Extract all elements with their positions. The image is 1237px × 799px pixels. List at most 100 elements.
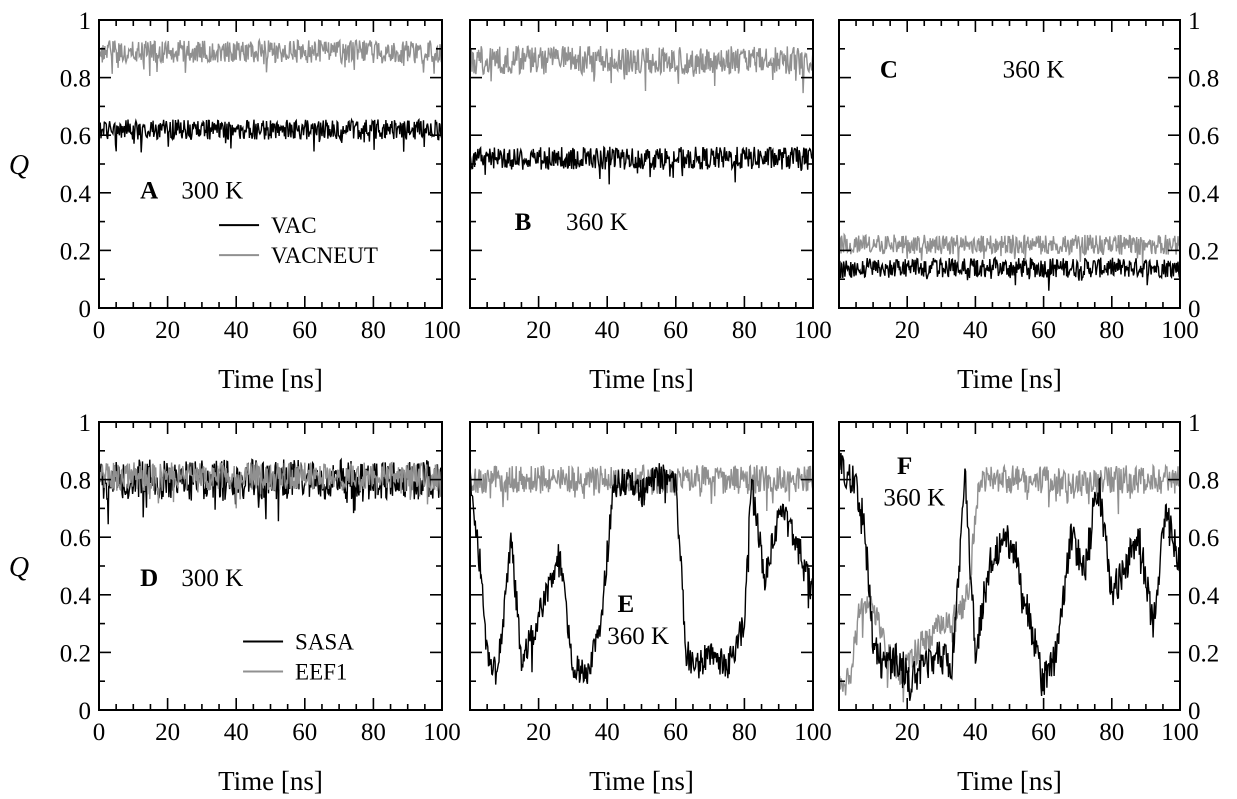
panel-b: 20 40 60 80 100 Time [ns] B 360 K <box>469 19 832 394</box>
y-tick-label: 0.4 <box>1188 181 1220 208</box>
x-tick-label: 40 <box>224 719 249 746</box>
x-axis-title: Time [ns] <box>218 766 323 796</box>
x-tick-label: 40 <box>224 317 249 344</box>
panel-temperature: 360 K <box>1003 57 1065 84</box>
x-tick-label: 0 <box>93 719 106 746</box>
x-tick-label: 100 <box>1161 317 1199 344</box>
y-tick-label: 0.8 <box>60 66 91 93</box>
x-tick-label: 100 <box>794 719 832 746</box>
x-tick-label: 80 <box>732 719 757 746</box>
series-line-1 <box>470 464 813 512</box>
x-axis-title: Time [ns] <box>957 766 1062 796</box>
panel-letter: C <box>880 57 898 84</box>
x-tick-label: 60 <box>663 317 688 344</box>
x-tick-label: 100 <box>423 719 461 746</box>
y-tick-label: 0.4 <box>1188 583 1220 610</box>
y-axis-title: Q <box>9 552 29 583</box>
x-tick-label: 60 <box>292 719 317 746</box>
x-tick-label: 0 <box>93 317 106 344</box>
panel-temperature: 360 K <box>607 623 669 650</box>
x-tick-label: 20 <box>155 719 180 746</box>
y-tick-label: 1 <box>79 8 92 35</box>
x-tick-label: 100 <box>794 317 832 344</box>
series-line-2 <box>470 463 813 685</box>
y-tick-label: 1 <box>79 410 92 437</box>
x-tick-label: 60 <box>292 317 317 344</box>
x-axis-title: Time [ns] <box>589 364 694 394</box>
x-tick-label: 100 <box>1161 719 1199 746</box>
x-axis-title: Time [ns] <box>957 364 1062 394</box>
y-tick-label: 0 <box>79 698 92 725</box>
y-tick-label: 0.6 <box>60 123 91 150</box>
y-tick-label: 0.2 <box>60 238 91 265</box>
legend-label: SASA <box>295 630 354 655</box>
x-tick-label: 20 <box>526 317 551 344</box>
x-axis-title: Time [ns] <box>218 364 323 394</box>
series-group <box>99 457 442 525</box>
x-tick-label: 100 <box>423 317 461 344</box>
series-line-vacneut <box>99 37 442 77</box>
legend-label: VAC <box>271 213 317 238</box>
x-tick-label: 20 <box>895 317 920 344</box>
series-group <box>470 44 813 185</box>
legend-label: VACNEUT <box>271 243 378 268</box>
panel-temperature: 300 K <box>181 565 243 592</box>
y-tick-label: 1 <box>1188 8 1201 35</box>
y-tick-label: 0.2 <box>60 640 91 667</box>
y-tick-label: 0.8 <box>60 468 91 495</box>
panel-temperature: 300 K <box>181 178 243 205</box>
y-tick-label: 0.2 <box>1188 238 1219 265</box>
y-tick-label: 1 <box>1188 410 1201 437</box>
series-line-1 <box>839 256 1180 291</box>
panel-letter: B <box>515 209 532 236</box>
y-tick-label: 0.6 <box>1188 525 1219 552</box>
y-tick-label: 0 <box>79 296 92 323</box>
x-tick-label: 60 <box>1031 317 1056 344</box>
x-axis-title: Time [ns] <box>589 766 694 796</box>
x-tick-label: 80 <box>361 719 386 746</box>
series-group <box>839 232 1180 291</box>
panel-letter: D <box>140 565 158 592</box>
x-tick-label: 40 <box>963 317 988 344</box>
panel-letter: E <box>617 591 634 618</box>
x-tick-label: 80 <box>1099 719 1124 746</box>
y-tick-label: 0.6 <box>1188 123 1219 150</box>
y-tick-label: 0.2 <box>1188 640 1219 667</box>
series-line-eef1 <box>99 461 442 509</box>
y-axis-title: Q <box>9 150 29 181</box>
panel-a: 0 20 40 60 80 100 0 0.2 0.4 0.6 0.8 1 Time [ns] Q A 300… <box>9 8 461 394</box>
y-tick-label: 0 <box>1188 296 1201 323</box>
x-tick-label: 20 <box>526 719 551 746</box>
x-tick-label: 60 <box>663 719 688 746</box>
series-group <box>470 463 813 685</box>
x-tick-label: 40 <box>595 719 620 746</box>
panel-temperature: 360 K <box>566 209 628 236</box>
y-tick-label: 0.8 <box>1188 66 1219 93</box>
series-line-vac <box>99 117 442 153</box>
panel-e: 20 40 60 80 100 Time [ns] E 360 K <box>469 421 832 796</box>
x-tick-label: 80 <box>361 317 386 344</box>
y-tick-label: 0.6 <box>60 525 91 552</box>
series-line-2 <box>839 232 1180 264</box>
series-line-1 <box>470 145 813 185</box>
x-tick-label: 80 <box>732 317 757 344</box>
x-tick-label: 20 <box>895 719 920 746</box>
series-line-1 <box>839 463 1180 703</box>
panel-d: 0 20 40 60 80 100 0 0.2 0.4 0.6 0.8 1 Time [ns] Q D 300… <box>9 410 461 796</box>
series-line-2 <box>839 452 1180 701</box>
x-tick-label: 60 <box>1031 719 1056 746</box>
panel-letter: F <box>897 453 912 480</box>
legend-label: EEF1 <box>295 660 347 685</box>
panel-temperature: 360 K <box>883 485 945 512</box>
series-group <box>99 37 442 153</box>
panel-letter: A <box>140 178 158 205</box>
series-line-2 <box>470 44 813 94</box>
x-tick-label: 40 <box>595 317 620 344</box>
y-tick-label: 0.4 <box>60 181 92 208</box>
series-group <box>839 452 1180 703</box>
x-tick-label: 80 <box>1099 317 1124 344</box>
y-tick-label: 0.4 <box>60 583 92 610</box>
